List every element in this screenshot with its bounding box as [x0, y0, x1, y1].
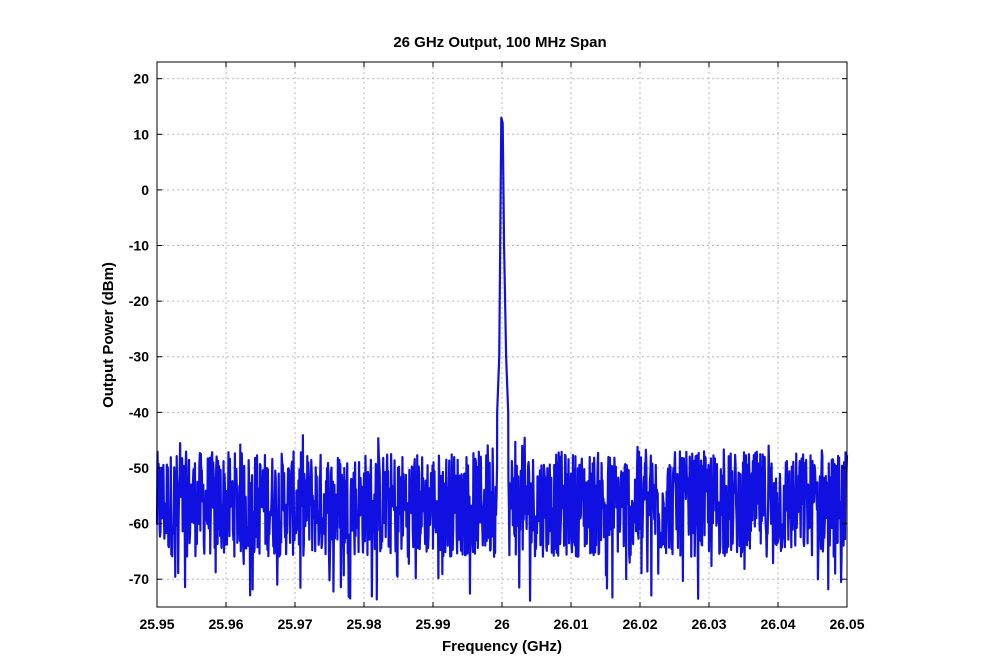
x-tick-label: 26.05: [829, 616, 864, 632]
x-tick-label: 26.01: [553, 616, 588, 632]
y-tick-labels: 20 10 0 -10 -20 -30 -40 -50 -60 -70: [129, 71, 149, 588]
y-tick-label: -60: [129, 516, 149, 532]
x-tick-label: 26.03: [691, 616, 726, 632]
x-tick-label: 25.98: [346, 616, 381, 632]
y-tick-label: -30: [129, 349, 149, 365]
x-axis-label: Frequency (GHz): [442, 638, 562, 655]
y-tick-label: -10: [129, 238, 149, 254]
y-tick-label: 20: [133, 71, 149, 87]
y-tick-label: -40: [129, 404, 149, 420]
y-tick-label: -70: [129, 571, 149, 587]
x-tick-label: 26.02: [622, 616, 657, 632]
y-tick-label: -50: [129, 460, 149, 476]
y-tick-label: -20: [129, 293, 149, 309]
tick-layer: [156, 62, 848, 607]
x-tick-label: 25.95: [139, 616, 174, 632]
y-axis-label: Output Power (dBm): [100, 262, 117, 408]
chart-title: 26 GHz Output, 100 MHz Span: [393, 34, 606, 51]
x-tick-label: 26.04: [760, 616, 795, 632]
trace-layer: [155, 116, 849, 602]
x-tick-label: 25.96: [208, 616, 243, 632]
spectrum-trace: [155, 116, 849, 602]
x-tick-label: 25.97: [277, 616, 312, 632]
x-tick-label: 26: [494, 616, 510, 632]
x-tick-label: 25.99: [415, 616, 450, 632]
y-tick-label: 10: [133, 126, 149, 142]
y-tick-label: 0: [141, 182, 149, 198]
x-tick-labels: 25.95 25.96 25.97 25.98 25.99 26 26.01 26.02 26.…: [139, 616, 864, 632]
